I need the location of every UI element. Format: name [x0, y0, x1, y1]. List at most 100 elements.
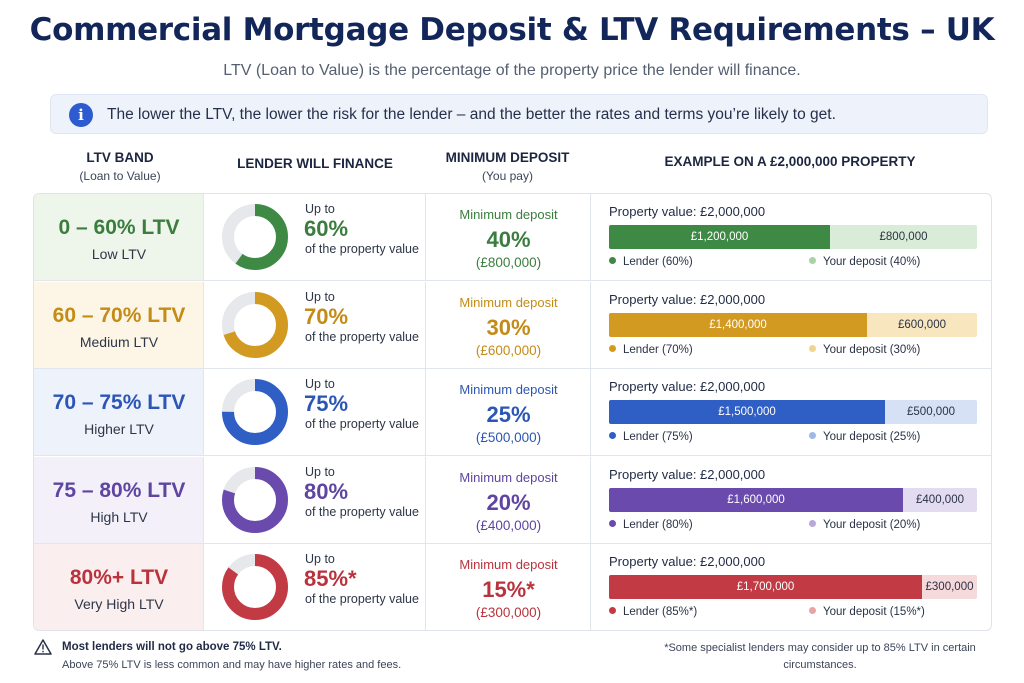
- example-cell: Property value: £2,000,000 £1,700,000 £300…: [591, 544, 991, 630]
- deposit-amount: (£600,000): [475, 342, 542, 358]
- legend-lender-dot: [609, 344, 616, 352]
- donut-fill: [222, 204, 288, 270]
- legend-deposit-dot: [809, 344, 816, 352]
- split-bar: £1,600,000 £400,000: [609, 487, 977, 512]
- legend-lender-label: Lender (85%*): [623, 606, 698, 618]
- deposit-bar-segment: £600,000: [867, 312, 977, 337]
- legend-lender: Lender (70%): [609, 344, 693, 356]
- ltv-row: 70 – 75% LTV Higher LTV Up to 75% of the pro…: [34, 369, 991, 456]
- deposit-bar-segment: £300,000: [922, 575, 977, 599]
- ltv-band-cell: 60 – 70% LTV Medium LTV: [34, 281, 204, 368]
- property-value: Property value: £2,000,000: [609, 291, 766, 307]
- info-text: The lower the LTV, the lower the risk fo…: [107, 106, 836, 123]
- deposit-label: Minimum deposit: [459, 207, 558, 222]
- finance-percent: 75%: [304, 391, 349, 416]
- ltv-row: 60 – 70% LTV Medium LTV Up to 70% of the pro…: [34, 281, 991, 369]
- ltv-row: 0 – 60% LTV Low LTV Up to 60% of the propert…: [34, 194, 991, 281]
- deposit-cell: Minimum deposit 25% (£500,000): [426, 369, 591, 455]
- deposit-cell: Minimum deposit 30% (£600,000): [426, 281, 591, 368]
- legend-deposit-label: Your deposit (40%): [823, 256, 921, 268]
- footer-warning: Most lenders will not go above 75% LTV.: [62, 641, 282, 653]
- finance-cell: Up to 80% of the property value: [204, 456, 426, 543]
- deposit-bar-segment: £400,000: [903, 487, 977, 512]
- legend-lender-dot: [609, 432, 616, 439]
- legend-deposit-dot: [809, 257, 816, 264]
- finance-percent: 85%*: [304, 566, 357, 591]
- header-ltv-band-sub: (Loan to Value): [79, 169, 161, 183]
- legend-lender: Lender (75%): [609, 431, 693, 443]
- ltv-band-range: 75 – 80% LTV: [52, 478, 186, 502]
- legend-deposit: Your deposit (40%): [809, 256, 920, 268]
- ltv-band-label: Low LTV: [91, 246, 147, 262]
- finance-donut-icon: [222, 554, 288, 620]
- finance-upto: Up to: [305, 552, 335, 566]
- finance-upto: Up to: [305, 289, 335, 304]
- example-cell: Property value: £2,000,000 £1,200,000 £800…: [591, 194, 991, 280]
- deposit-cell: Minimum deposit 15%* (£300,000): [426, 544, 591, 630]
- page-title: Commercial Mortgage Deposit & LTV Requir…: [29, 12, 995, 48]
- legend-deposit-label: Your deposit (30%): [823, 343, 921, 356]
- deposit-bar-segment: £500,000: [885, 400, 977, 424]
- header-lender-finance-title: LENDER WILL FINANCE: [237, 156, 393, 171]
- finance-donut-icon: [222, 291, 288, 358]
- header-min-deposit-title: MINIMUM DEPOSIT: [445, 150, 570, 165]
- example-cell: Property value: £2,000,000 £1,400,000 £600…: [591, 282, 991, 368]
- property-value: Property value: £2,000,000: [609, 204, 766, 219]
- finance-of-value: of the property value: [305, 592, 419, 606]
- legend-deposit-dot: [809, 519, 816, 527]
- legend-deposit-label: Your deposit (15%*): [823, 606, 925, 618]
- legend-deposit-dot: [809, 607, 816, 614]
- finance-cell: Up to 85%* of the property value: [204, 544, 426, 630]
- lender-bar-segment: £1,600,000: [609, 487, 903, 512]
- warning-icon: [34, 639, 52, 655]
- deposit-amount: (£300,000): [475, 605, 542, 620]
- finance-cell: Up to 75% of the property value: [204, 369, 426, 455]
- page-subtitle: LTV (Loan to Value) is the percentage of…: [223, 62, 801, 79]
- ltv-band-cell: 70 – 75% LTV Higher LTV: [34, 369, 204, 455]
- header-example: EXAMPLE ON A £2,000,000 PROPERTY: [595, 154, 985, 169]
- finance-of-value: of the property value: [305, 417, 419, 431]
- ltv-band-cell: 0 – 60% LTV Low LTV: [34, 194, 204, 280]
- finance-upto: Up to: [305, 202, 335, 216]
- deposit-label: Minimum deposit: [459, 294, 558, 310]
- donut-fill: [222, 291, 288, 358]
- legend-deposit: Your deposit (25%): [809, 431, 920, 443]
- deposit-percent: 40%: [486, 227, 531, 252]
- info-banner: i The lower the LTV, the lower the risk …: [50, 94, 988, 134]
- footer-specialist-note: *Some specialist lenders may consider up…: [664, 642, 976, 671]
- finance-percent: 60%: [304, 216, 349, 241]
- finance-donut-icon: [222, 466, 288, 533]
- split-bar: £1,500,000 £500,000: [609, 400, 977, 424]
- finance-cell: Up to 70% of the property value: [204, 281, 426, 368]
- finance-donut-icon: [222, 379, 288, 445]
- legend-lender: Lender (80%): [609, 519, 693, 531]
- split-bar: £1,700,000 £300,000: [609, 575, 977, 599]
- deposit-amount: (£400,000): [475, 517, 542, 533]
- legend-deposit: Your deposit (15%*): [809, 606, 925, 618]
- legend-deposit-label: Your deposit (20%): [823, 518, 921, 531]
- lender-bar-segment: £1,500,000: [609, 400, 885, 424]
- lender-bar-segment: £1,700,000: [609, 575, 922, 599]
- legend-lender: Lender (85%*): [609, 606, 697, 618]
- header-lender-finance: LENDER WILL FINANCE: [210, 156, 420, 171]
- legend-lender-label: Lender (70%): [623, 343, 693, 356]
- finance-of-value: of the property value: [305, 242, 419, 256]
- ltv-table: 0 – 60% LTV Low LTV Up to 60% of the propert…: [33, 193, 992, 631]
- legend-lender-label: Lender (80%): [623, 518, 693, 531]
- deposit-amount: (£500,000): [475, 430, 542, 445]
- header-min-deposit: MINIMUM DEPOSIT (You pay): [425, 150, 590, 183]
- ltv-band-range: 70 – 75% LTV: [52, 391, 186, 414]
- finance-of-value: of the property value: [305, 504, 419, 519]
- ltv-band-cell: 80%+ LTV Very High LTV: [34, 544, 204, 630]
- legend-lender-dot: [609, 607, 616, 614]
- ltv-band-label: Medium LTV: [79, 333, 159, 350]
- donut-fill: [222, 466, 288, 533]
- legend-deposit-label: Your deposit (25%): [823, 431, 921, 443]
- header-min-deposit-sub: (You pay): [482, 169, 533, 183]
- ltv-band-range: 60 – 70% LTV: [52, 303, 186, 327]
- deposit-percent: 30%: [486, 314, 531, 340]
- finance-of-value: of the property value: [305, 329, 419, 344]
- legend-lender-dot: [609, 257, 616, 264]
- deposit-label: Minimum deposit: [459, 469, 558, 485]
- legend-deposit: Your deposit (30%): [809, 344, 920, 356]
